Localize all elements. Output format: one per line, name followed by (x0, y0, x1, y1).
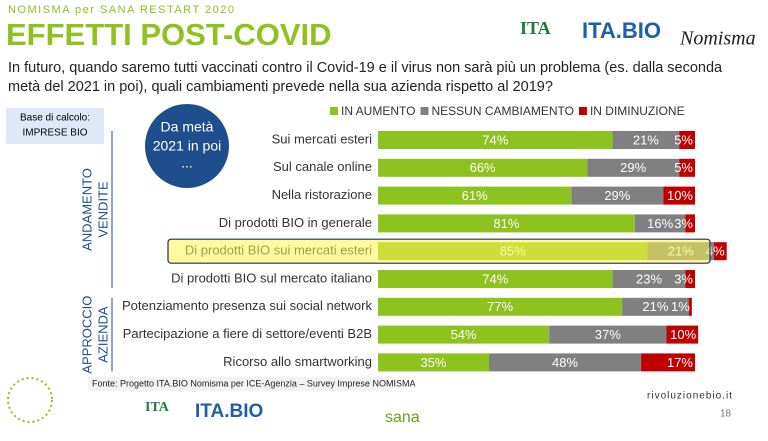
bar-segment (378, 214, 635, 233)
bar-segment (688, 297, 692, 316)
bar-segment (378, 270, 613, 288)
base-box (6, 108, 104, 144)
value-label: 74% (482, 132, 508, 147)
period-text: ... (181, 155, 193, 171)
period-text: Da metà (161, 119, 214, 135)
value-label: 29% (604, 188, 630, 203)
category-label: Partecipazione a fiere di settore/eventi… (123, 326, 372, 341)
value-label: 77% (487, 299, 513, 314)
value-label: 37% (595, 327, 621, 342)
bar-segment (378, 158, 588, 177)
value-label: 66% (470, 160, 496, 175)
value-label: 21% (642, 299, 668, 314)
value-label: 10% (670, 327, 696, 342)
category-label: Sui mercati esteri (272, 131, 373, 146)
legend-label: IN DIMINUZIONE (590, 104, 685, 118)
value-label: 5% (674, 160, 693, 175)
highlight-box (167, 238, 711, 264)
logo-itabio: ITA.BIO (582, 18, 661, 43)
value-label: 21% (633, 132, 659, 147)
base-label: IMPRESE BIO (22, 128, 87, 139)
bar-segment (378, 297, 623, 316)
bar-segment (612, 270, 686, 288)
logo-sana: sana (385, 409, 420, 426)
bar-segment (378, 131, 613, 149)
question: In futuro, quando saremo tutti vaccinati… (8, 60, 723, 76)
bar-segment (571, 186, 664, 205)
value-label: 17% (667, 355, 693, 370)
bar-segment (378, 186, 572, 205)
logo-ita: ITA (145, 400, 170, 415)
question: metà del 2021 in poi), quali cambiamenti… (8, 79, 553, 95)
bar-segment (641, 353, 695, 372)
logo-itabio: ITA.BIO (195, 401, 263, 422)
value-label: 61% (462, 188, 488, 203)
period-text: 2021 in poi (153, 138, 222, 154)
bar-segment (378, 325, 550, 344)
group-label: ANDAMENTO (79, 168, 94, 251)
value-label: 3% (674, 271, 693, 286)
bar-segment (714, 242, 727, 261)
category-label: Nella ristorazione (272, 187, 372, 202)
value-label: 3% (674, 216, 693, 231)
title: EFFETTI POST-COVID (6, 17, 332, 52)
logo-circle (7, 377, 53, 423)
value-label: 5% (674, 132, 693, 147)
value-label: 35% (420, 355, 446, 370)
bar-segment (587, 158, 680, 177)
source-box (88, 377, 393, 391)
period-badge (145, 104, 229, 188)
bar-segment (622, 297, 689, 316)
bar-segment (488, 353, 642, 372)
group-label: AZIENDA (95, 306, 110, 363)
value-label: 10% (667, 188, 693, 203)
bar-segment (679, 158, 695, 177)
base-label: Base di calcolo: (20, 113, 90, 124)
legend-swatch (420, 107, 429, 115)
bar-segment (549, 325, 667, 344)
value-label: 54% (451, 327, 477, 342)
value-label: 74% (482, 271, 508, 286)
kicker: NOMISMA per SANA RESTART 2020 (8, 4, 236, 16)
legend-swatch (578, 107, 587, 115)
legend-label: IN AUMENTO (341, 104, 415, 118)
value-label: 4% (706, 244, 725, 259)
bar-segment (634, 214, 686, 233)
value-label: 81% (493, 216, 519, 231)
value-label: 48% (552, 355, 578, 370)
group-label: APPROCCIO (79, 296, 94, 374)
page-number: 18 (720, 409, 732, 420)
bar-segment (663, 186, 695, 205)
bar-segment (666, 325, 699, 344)
logo-nomisma: Nomisma (679, 28, 756, 50)
source: Fonte: Progetto ITA.BIO Nomisma per ICE-… (92, 378, 415, 388)
legend-swatch (330, 107, 338, 115)
category-label: Ricorso allo smartworking (223, 354, 372, 369)
group-label: VENDITE (95, 181, 110, 238)
site: rivoluzionebio.it (647, 391, 733, 402)
value-label: 29% (620, 160, 646, 175)
legend-label: NESSUN CAMBIAMENTO (431, 104, 573, 118)
bar-segment (685, 270, 695, 288)
bar-segment (612, 131, 680, 149)
logo-ita: ITA (520, 18, 551, 38)
value-label: 1% (671, 299, 690, 314)
category-label: Potenziamento presenza sui social networ… (122, 298, 373, 313)
category-label: Sul canale online (273, 159, 372, 174)
value-label: 23% (636, 271, 662, 286)
bar-segment (679, 131, 695, 149)
category-label: Di prodotti BIO in generale (219, 215, 372, 230)
value-label: 16% (647, 216, 673, 231)
category-label: Di prodotti BIO sul mercato italiano (171, 270, 372, 285)
bar-segment (378, 353, 489, 372)
bar-segment (685, 214, 695, 233)
